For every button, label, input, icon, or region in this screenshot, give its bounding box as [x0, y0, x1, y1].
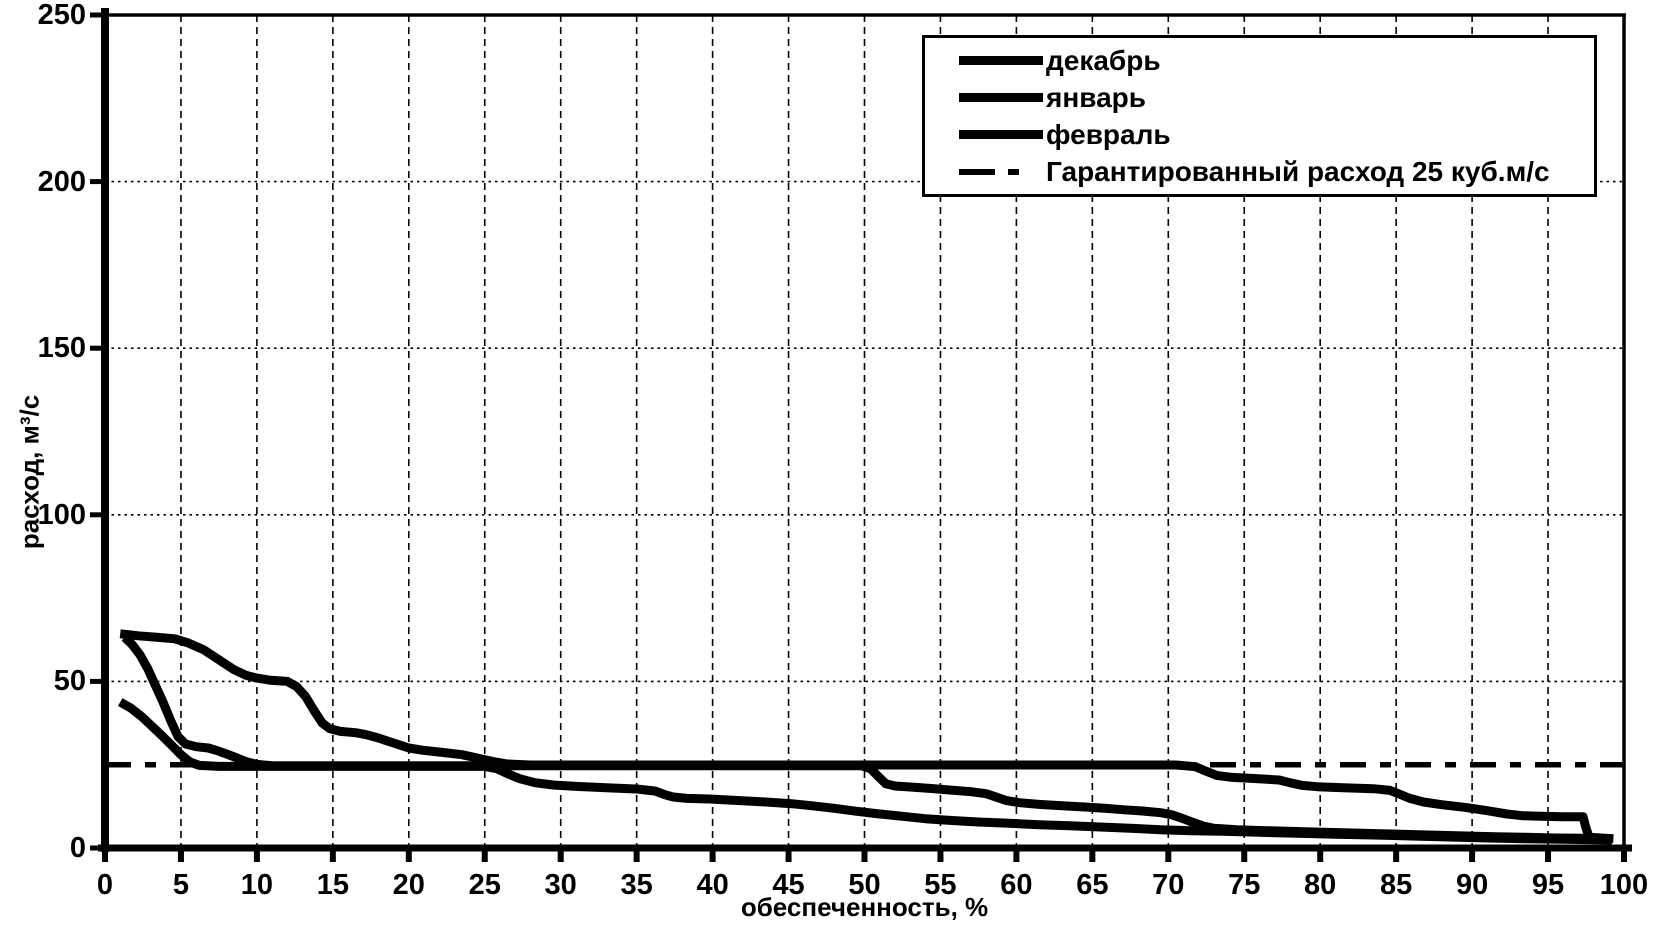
legend-item: Гарантированный расход 25 куб.м/с — [959, 156, 1590, 188]
solid-line-icon — [959, 56, 1043, 65]
dash-short-icon — [1008, 168, 1019, 175]
x-tick-label: 100 — [1599, 869, 1649, 901]
x-tick-label: 75 — [1228, 869, 1261, 901]
legend-item-label: январь — [1046, 81, 1146, 113]
x-tick-label: 40 — [696, 869, 729, 901]
y-axis-title: расход, м³/с — [14, 394, 45, 550]
dashdot-line-sample-icon — [959, 168, 1043, 175]
y-tick-label: 250 — [37, 0, 86, 31]
x-tick-label: 60 — [1000, 869, 1033, 901]
x-tick-label: 25 — [468, 869, 501, 901]
x-tick-label: 20 — [392, 869, 425, 901]
x-tick-label: 15 — [316, 869, 349, 901]
x-tick-label: 30 — [544, 869, 577, 901]
x-tick-label: 0 — [96, 869, 114, 901]
x-axis-title: обеспеченность, % — [740, 892, 989, 922]
x-tick-label: 50 — [848, 869, 881, 901]
solid-line-sample-icon — [959, 93, 1043, 102]
x-tick-label: 10 — [240, 869, 274, 901]
dash-long-icon — [959, 168, 995, 175]
x-tick-label: 95 — [1531, 869, 1565, 901]
x-tick-label: 5 — [172, 869, 189, 901]
x-tick-label: 90 — [1455, 869, 1489, 901]
y-tick-label: 150 — [37, 332, 86, 365]
legend: декабрь январь февраль Гарантированный расх… — [922, 35, 1597, 197]
solid-line-sample-icon — [959, 130, 1043, 139]
y-tick-label: 100 — [37, 498, 86, 531]
legend-item-label: декабрь — [1046, 44, 1161, 76]
legend-item: январь — [959, 82, 1590, 114]
x-tick-label: 65 — [1076, 869, 1109, 901]
y-tick-label: 0 — [69, 832, 86, 864]
legend-item-label: Гарантированный расход 25 куб.м/с — [1046, 155, 1550, 187]
solid-line-icon — [959, 130, 1043, 139]
legend-item: февраль — [959, 119, 1590, 151]
legend-item-label: февраль — [1046, 118, 1171, 150]
x-tick-label: 45 — [772, 869, 805, 901]
solid-line-icon — [959, 93, 1043, 102]
y-tick-label: 200 — [37, 165, 86, 198]
x-tick-label: 80 — [1304, 869, 1337, 901]
legend-item: декабрь — [959, 45, 1590, 77]
x-tick-label: 55 — [924, 869, 957, 901]
x-tick-label: 70 — [1152, 869, 1185, 901]
solid-line-sample-icon — [959, 56, 1043, 65]
x-tick-label: 35 — [620, 869, 653, 901]
x-tick-label: 85 — [1380, 869, 1413, 901]
y-tick-label: 50 — [53, 665, 86, 698]
